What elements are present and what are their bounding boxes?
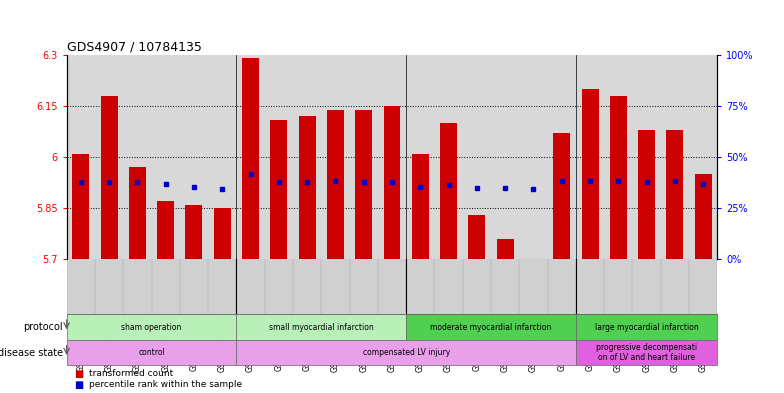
Text: disease state: disease state (0, 348, 63, 358)
Text: compensated LV injury: compensated LV injury (362, 348, 450, 357)
Bar (100, 96, 118, 259)
Text: moderate myocardial infarction: moderate myocardial infarction (430, 323, 552, 332)
Bar (440, 123, 457, 259)
Text: sham operation: sham operation (122, 323, 182, 332)
Text: ■: ■ (74, 369, 84, 379)
Bar (129, 167, 146, 259)
Bar (242, 59, 259, 259)
Bar (72, 154, 89, 259)
Text: progressive decompensati
on of LV and heart failure: progressive decompensati on of LV and he… (596, 343, 697, 362)
Text: control: control (138, 348, 165, 357)
Bar (237, 314, 406, 340)
Bar (666, 130, 684, 259)
Bar (67, 340, 237, 365)
Text: large myocardial infarction: large myocardial infarction (595, 323, 699, 332)
Text: percentile rank within the sample: percentile rank within the sample (89, 380, 241, 389)
Bar (576, 314, 717, 340)
Bar (355, 110, 372, 259)
Bar (157, 202, 174, 259)
Text: ■: ■ (74, 380, 84, 390)
Bar (383, 106, 401, 259)
Bar (237, 340, 576, 365)
Text: GDS4907 / 10784135: GDS4907 / 10784135 (67, 41, 201, 54)
Bar (412, 154, 429, 259)
Bar (327, 110, 344, 259)
Bar (638, 130, 655, 259)
Bar (214, 208, 230, 259)
Bar (497, 239, 514, 259)
Bar (582, 89, 598, 259)
Bar (468, 215, 485, 259)
Bar (186, 205, 202, 259)
Bar (67, 314, 237, 340)
Bar (299, 116, 316, 259)
Text: protocol: protocol (23, 322, 63, 332)
Bar (576, 340, 717, 365)
Bar (406, 314, 576, 340)
Bar (695, 174, 712, 259)
Text: transformed count: transformed count (89, 369, 172, 378)
Bar (270, 120, 287, 259)
Text: small myocardial infarction: small myocardial infarction (269, 323, 374, 332)
Bar (610, 96, 627, 259)
Bar (554, 133, 570, 259)
